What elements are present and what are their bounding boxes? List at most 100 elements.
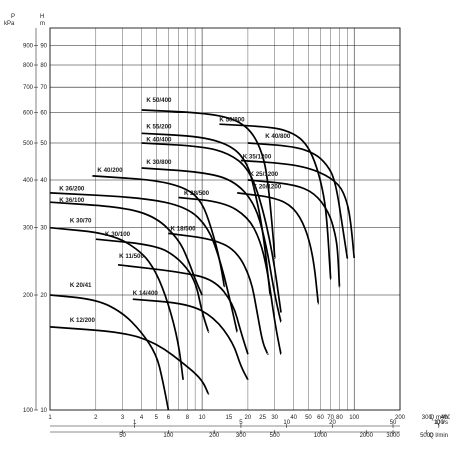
x-tick-label: 50 [305, 415, 312, 421]
head-tick-label: 40 [40, 178, 47, 184]
pump-curve-label: K 30/70 [70, 217, 92, 224]
pump-curve-label: K 36/100 [59, 197, 85, 204]
x-tick-label: 70 [327, 415, 334, 421]
x-tick-label: 4 [140, 415, 144, 421]
x-tick-label: 20 [245, 415, 252, 421]
pump-curve [168, 232, 269, 356]
x-tick-label: 50 [390, 420, 397, 426]
x-tick-label: 60 [317, 415, 324, 421]
x-tick-label: 3 [121, 415, 125, 421]
x-tick-label: 25 [259, 415, 266, 421]
pump-curve-labels: K 50/400 K 50/800 K 55/200 K 40/800 K 40/400… [59, 97, 291, 324]
pressure-tick-label: 500 [23, 141, 34, 147]
pump-curve [141, 109, 276, 259]
x-tick-label: 50 [119, 433, 126, 439]
bottom-axes: 1 2 3 4 5 6 8 10 15 20 25 30 40 50 60 70 80 100 200 300 400Q… [48, 415, 450, 439]
x-tick-label: 5 [155, 415, 159, 421]
x-tick-label: 2000 [360, 433, 374, 439]
head-tick-label: 20 [40, 293, 47, 299]
pressure-tick-label: 100 [23, 408, 34, 414]
pump-curve [178, 196, 282, 356]
x-tick-label: 2 [94, 415, 98, 421]
x-tick-label: 1 [48, 415, 52, 421]
pump-curve [247, 179, 341, 288]
x-axis-unit: Q m³/h [430, 415, 448, 421]
pump-curve-label: K 11/500 [119, 253, 144, 260]
x-tick-label: 300 [422, 415, 433, 421]
pump-curve-label: K 55/200 [146, 124, 172, 131]
left-axis: P kPa H m [4, 14, 45, 27]
x-tick-label: 100 [349, 415, 360, 421]
head-tick-label: 60 [40, 111, 47, 117]
pump-curve-label: K 36/200 [59, 186, 85, 193]
x-tick-label: 40 [290, 415, 297, 421]
pressure-tick-label: 400 [23, 178, 34, 184]
x-tick-label: 400 [441, 415, 450, 421]
x-tick-label: 10 [199, 415, 206, 421]
x-tick-label: 30 [271, 415, 278, 421]
pressure-tick-label: 800 [23, 63, 34, 69]
x-tick-label: 6 [167, 415, 171, 421]
x-tick-label: 1000 [314, 433, 328, 439]
pump-curve [49, 201, 203, 296]
pump-curve-label: K 35/1200 [243, 154, 272, 161]
pump-curve-label: K 40/800 [265, 133, 291, 140]
plot-frame [49, 27, 401, 411]
pump-curves [49, 109, 356, 411]
x-axis-unit: Q l/min [429, 433, 448, 439]
pump-curve-label: K 50/400 [146, 97, 172, 104]
pump-curve-label: K 20/41 [70, 282, 92, 289]
x-tick-label: 300 [236, 433, 247, 439]
pump-curve [49, 192, 239, 333]
pump-curve-label: K 28/500 [184, 190, 210, 197]
pump-curve [49, 294, 170, 411]
head-tick-label: 80 [40, 63, 47, 69]
pressure-tick-label: 700 [23, 85, 34, 91]
chart-grid: 10 100 20 200 30 300 40 400 50 500 60 600 70 700 80 800… [23, 28, 401, 414]
pressure-axis-unit: kPa [4, 21, 15, 27]
x-tick-label: 1 [133, 420, 137, 426]
pump-curve [141, 142, 282, 313]
pump-curve [141, 167, 282, 323]
pressure-tick-label: 900 [23, 43, 34, 49]
pressure-axis-label: P [11, 14, 15, 20]
head-axis-unit: m [40, 21, 45, 27]
x-tick-label: 100 [163, 433, 174, 439]
x-tick-label: 3000 [386, 433, 400, 439]
x-tick-label: 5000 [420, 433, 434, 439]
pump-curve [237, 192, 320, 305]
pressure-tick-label: 600 [23, 111, 34, 117]
pump-curve [132, 298, 249, 381]
head-tick-label: 50 [40, 141, 47, 147]
pump-curve-label: K 30/100 [105, 231, 131, 238]
pressure-tick-label: 200 [23, 293, 34, 299]
pump-curve [95, 238, 210, 333]
pump-curve [92, 175, 226, 288]
x-tick-label: 5 [239, 420, 243, 426]
pump-curve-label: K 20/1200 [253, 184, 282, 191]
pump-curve-label: K 14/400 [133, 290, 159, 297]
x-tick-label: 200 [395, 415, 406, 421]
head-tick-label: 10 [40, 408, 47, 414]
pump-curve-label: K 25/1200 [250, 171, 279, 178]
pump-curve-label: K 40/400 [146, 136, 172, 143]
x-axis-unit: Q l/s [436, 420, 448, 426]
pump-curve-label: K 50/800 [219, 116, 245, 123]
pump-curve [141, 132, 271, 296]
x-tick-label: 15 [226, 415, 233, 421]
pump-curve-label: K 18/500 [171, 226, 197, 233]
pump-curve-label: K 40/200 [97, 167, 123, 174]
x-tick-label: 500 [270, 433, 281, 439]
head-tick-label: 70 [40, 85, 47, 91]
pump-curve [49, 226, 184, 380]
x-tick-label: 10 [283, 420, 290, 426]
pump-curve [240, 159, 356, 259]
pressure-tick-label: 300 [23, 226, 34, 232]
x-tick-label: 200 [209, 433, 220, 439]
pump-curve-label: K 12/200 [70, 317, 96, 324]
head-axis-label: H [40, 14, 44, 20]
x-tick-label: 8 [186, 415, 190, 421]
head-tick-label: 30 [40, 226, 47, 232]
pump-curve-label: K 30/800 [146, 159, 172, 166]
